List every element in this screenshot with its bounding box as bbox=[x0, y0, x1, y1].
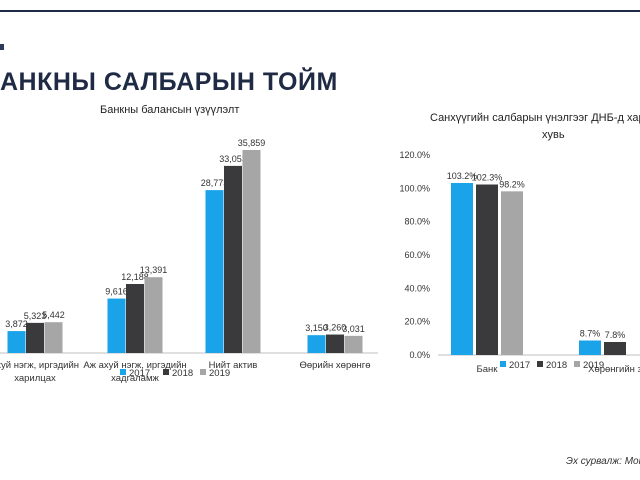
right-category-label-0-0: Банк bbox=[477, 364, 499, 375]
right-bar-2018-1 bbox=[604, 342, 626, 355]
right-chart-subtitle: хувь bbox=[542, 129, 565, 141]
left-bar-label-2019-3: 3,031 bbox=[342, 324, 365, 334]
left-bar-2018-1 bbox=[126, 284, 144, 353]
left-category-label-0-0: ахуй нэгж, иргэдийн bbox=[0, 360, 79, 371]
right-legend-swatch-2017 bbox=[500, 361, 506, 367]
right-y-tick-5: 100.0% bbox=[399, 183, 430, 193]
left-bar-2018-2 bbox=[224, 165, 242, 353]
left-category-label-1-0: Аж ахуй нэгж, иргэдийн bbox=[83, 360, 186, 371]
left-bar-label-2019-0: 5,442 bbox=[42, 310, 65, 320]
left-bar-label-2018-3: 3,260 bbox=[324, 323, 347, 333]
right-bar-2018-0 bbox=[476, 184, 498, 355]
right-y-tick-1: 20.0% bbox=[404, 317, 430, 327]
right-bar-label-2018-1: 7.8% bbox=[605, 330, 626, 340]
left-bar-2017-1 bbox=[107, 298, 126, 353]
left-bar-label-2017-1: 9,616 bbox=[105, 287, 128, 297]
left-bar-2017-0 bbox=[7, 331, 26, 353]
left-legend-label-2018: 2018 bbox=[172, 368, 193, 379]
right-y-tick-4: 80.0% bbox=[404, 217, 430, 227]
left-bar-label-2019-1: 13,391 bbox=[140, 265, 168, 275]
left-legend-label-2019: 2019 bbox=[209, 368, 230, 379]
right-bar-label-2017-1: 8.7% bbox=[580, 329, 601, 339]
left-category-label-3-0: Өөрийн хөрөнгө bbox=[299, 360, 370, 371]
left-bar-label-2018-1: 12,188 bbox=[121, 272, 149, 282]
left-bar-2018-3 bbox=[326, 334, 344, 353]
page-title: АНКНЫ САЛБАРЫН ТОЙМ bbox=[0, 68, 338, 96]
right-y-tick-3: 60.0% bbox=[404, 250, 430, 260]
right-y-tick-2: 40.0% bbox=[404, 283, 430, 293]
left-bar-2019-2 bbox=[242, 150, 261, 353]
left-legend-swatch-2017 bbox=[120, 369, 126, 375]
corner-mark bbox=[0, 44, 4, 50]
left-chart-title: Банкны балансын үзүүлэлт bbox=[100, 104, 240, 116]
left-legend-swatch-2018 bbox=[163, 369, 169, 375]
left-bar-2017-2 bbox=[205, 190, 224, 353]
right-legend-label-2017: 2017 bbox=[509, 360, 530, 371]
left-category-label-2-0: Нийт актив bbox=[209, 360, 258, 371]
right-legend-label-2019: 2019 bbox=[583, 360, 604, 371]
right-y-tick-0: 0.0% bbox=[409, 350, 430, 360]
left-bar-2019-1 bbox=[144, 277, 163, 353]
right-bar-label-2017-0: 103.2% bbox=[447, 171, 478, 181]
left-bar-label-2018-2: 33,053 bbox=[219, 154, 247, 164]
left-category-label-0-1: харилцах bbox=[14, 373, 56, 384]
top-rule bbox=[0, 10, 640, 12]
right-bar-2019-0 bbox=[501, 191, 523, 355]
right-chart-title: Санхүүгийн салбарын үнэлгээг ДНБ-д харьц… bbox=[430, 110, 640, 144]
right-legend-label-2018: 2018 bbox=[546, 360, 567, 371]
right-chart-title-line1: Санхүүгийн салбарын үнэлгээг ДНБ-д харьц bbox=[430, 112, 640, 124]
right-category-label-1-0: Хөрөнгийн з bbox=[588, 364, 640, 375]
left-bar-2019-0 bbox=[44, 322, 63, 353]
right-bar-label-2018-0: 102.3% bbox=[472, 173, 503, 183]
right-bar-2017-1 bbox=[579, 340, 601, 355]
left-bar-label-2017-0: 3,872 bbox=[5, 319, 28, 329]
left-bar-label-2019-2: 35,859 bbox=[238, 138, 266, 148]
right-bar-2017-0 bbox=[451, 183, 473, 355]
left-bar-2018-0 bbox=[26, 322, 44, 353]
left-bar-label-2017-2: 28,773 bbox=[201, 178, 229, 188]
right-legend-swatch-2018 bbox=[537, 361, 543, 367]
left-legend-label-2017: 2017 bbox=[129, 368, 150, 379]
right-y-tick-6: 120.0% bbox=[399, 150, 430, 160]
left-bar-2017-3 bbox=[307, 335, 326, 353]
right-bar-label-2019-0: 98.2% bbox=[499, 179, 525, 189]
left-bar-label-2017-3: 3,150 bbox=[305, 323, 328, 333]
source-note: Эх сурвалж: Монг bbox=[566, 456, 640, 467]
left-bar-label-2018-0: 5,323 bbox=[24, 311, 47, 321]
right-legend-swatch-2019 bbox=[574, 361, 580, 367]
left-bar-2019-3 bbox=[344, 335, 363, 353]
left-category-label-1-1: хадгаламж bbox=[111, 373, 159, 384]
left-legend-swatch-2019 bbox=[200, 369, 206, 375]
